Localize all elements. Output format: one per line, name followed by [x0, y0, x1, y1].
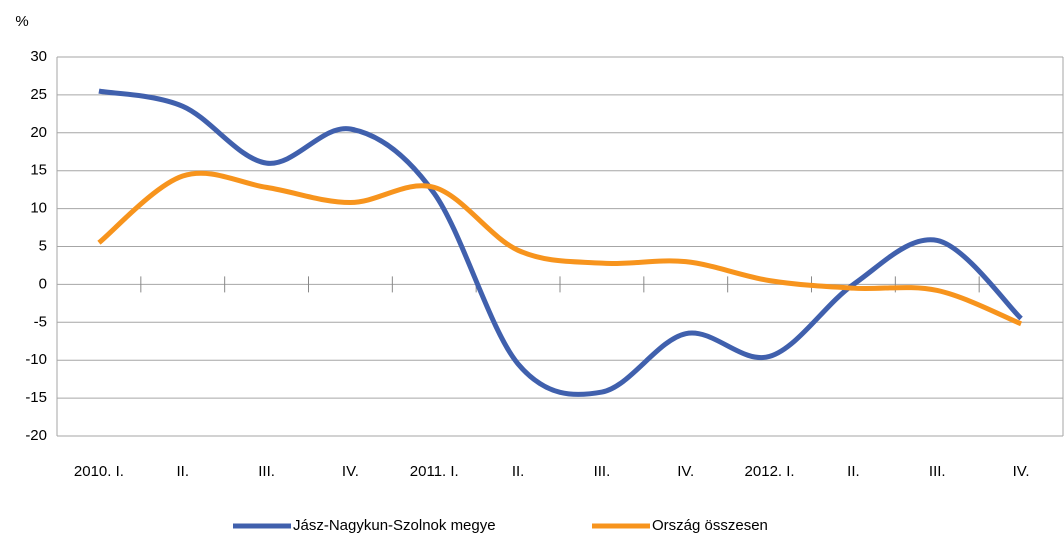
legend-label: Jász-Nagykun-Szolnok megye — [293, 517, 496, 534]
x-tick-label: II. — [176, 463, 189, 480]
x-tick-label: 2010. I. — [74, 463, 124, 480]
x-tick-label: 2012. I. — [745, 463, 795, 480]
x-tick-label: II. — [512, 463, 525, 480]
x-tick-label: III. — [929, 463, 946, 480]
x-tick-label: IV. — [342, 463, 359, 480]
legend-label: Ország összesen — [652, 517, 768, 534]
y-tick-label: -20 — [25, 427, 47, 444]
series-line — [97, 170, 1023, 327]
y-tick-label: 20 — [30, 124, 47, 141]
y-tick-label: 0 — [39, 275, 47, 292]
y-tick-label: 25 — [30, 86, 47, 103]
x-tick-label: III. — [258, 463, 275, 480]
x-tick-label: IV. — [677, 463, 694, 480]
series-line — [98, 88, 1023, 397]
y-tick-label: 10 — [30, 200, 47, 217]
x-tick-label: II. — [847, 463, 860, 480]
y-tick-label: 15 — [30, 162, 47, 179]
y-tick-label: 5 — [39, 237, 47, 254]
y-tick-label: -5 — [34, 313, 47, 330]
y-tick-label: 30 — [30, 48, 47, 65]
y-axis-label: % — [15, 13, 28, 30]
y-tick-label: -10 — [25, 351, 47, 368]
x-tick-label: III. — [594, 463, 611, 480]
x-tick-label: 2011. I. — [410, 463, 459, 480]
x-tick-label: IV. — [1013, 463, 1030, 480]
y-tick-label: -15 — [25, 389, 47, 406]
